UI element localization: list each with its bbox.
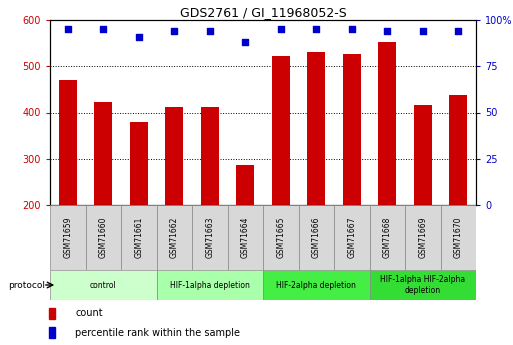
Text: percentile rank within the sample: percentile rank within the sample bbox=[75, 328, 241, 338]
Bar bbox=[94, 102, 112, 205]
Bar bbox=[441, 205, 476, 270]
Point bbox=[383, 28, 391, 34]
Bar bbox=[201, 107, 219, 205]
Bar bbox=[369, 270, 476, 300]
Bar bbox=[86, 205, 121, 270]
Bar bbox=[49, 308, 55, 319]
Text: GSM71667: GSM71667 bbox=[347, 217, 356, 258]
Point bbox=[134, 34, 143, 39]
Text: GSM71666: GSM71666 bbox=[312, 217, 321, 258]
Bar bbox=[307, 52, 325, 205]
Point bbox=[277, 27, 285, 32]
Bar bbox=[121, 205, 156, 270]
Text: GSM71661: GSM71661 bbox=[134, 217, 143, 258]
Bar bbox=[343, 54, 361, 205]
Bar bbox=[130, 122, 148, 205]
Bar bbox=[379, 42, 396, 205]
Bar bbox=[59, 80, 76, 205]
Bar bbox=[272, 56, 290, 205]
Bar bbox=[414, 105, 431, 205]
Bar bbox=[236, 165, 254, 205]
Bar bbox=[449, 95, 467, 205]
Title: GDS2761 / GI_11968052-S: GDS2761 / GI_11968052-S bbox=[180, 6, 346, 19]
Text: GSM71669: GSM71669 bbox=[418, 217, 427, 258]
Bar bbox=[49, 327, 55, 338]
Point bbox=[348, 27, 356, 32]
Text: control: control bbox=[90, 280, 116, 289]
Point bbox=[170, 28, 179, 34]
Text: GSM71670: GSM71670 bbox=[454, 217, 463, 258]
Text: HIF-1alpha HIF-2alpha
depletion: HIF-1alpha HIF-2alpha depletion bbox=[380, 275, 465, 295]
Bar bbox=[50, 270, 156, 300]
Point bbox=[419, 28, 427, 34]
Text: GSM71659: GSM71659 bbox=[63, 217, 72, 258]
Point bbox=[64, 27, 72, 32]
Bar bbox=[405, 205, 441, 270]
Bar bbox=[227, 205, 263, 270]
Point bbox=[99, 27, 107, 32]
Point bbox=[454, 28, 462, 34]
Text: GSM71663: GSM71663 bbox=[205, 217, 214, 258]
Bar bbox=[165, 107, 183, 205]
Bar bbox=[369, 205, 405, 270]
Text: GSM71660: GSM71660 bbox=[98, 217, 108, 258]
Text: GSM71665: GSM71665 bbox=[276, 217, 285, 258]
Text: HIF-1alpha depletion: HIF-1alpha depletion bbox=[170, 280, 250, 289]
Bar bbox=[192, 205, 227, 270]
Bar bbox=[334, 205, 369, 270]
Text: protocol: protocol bbox=[8, 280, 45, 289]
Point bbox=[241, 39, 249, 45]
Bar bbox=[263, 205, 299, 270]
Bar bbox=[156, 205, 192, 270]
Text: HIF-2alpha depletion: HIF-2alpha depletion bbox=[277, 280, 356, 289]
Point bbox=[206, 28, 214, 34]
Text: GSM71664: GSM71664 bbox=[241, 217, 250, 258]
Bar bbox=[299, 205, 334, 270]
Point bbox=[312, 27, 320, 32]
Bar bbox=[50, 205, 86, 270]
Bar bbox=[156, 270, 263, 300]
Text: GSM71662: GSM71662 bbox=[170, 217, 179, 258]
Bar bbox=[263, 270, 369, 300]
Text: GSM71668: GSM71668 bbox=[383, 217, 392, 258]
Text: count: count bbox=[75, 308, 103, 318]
